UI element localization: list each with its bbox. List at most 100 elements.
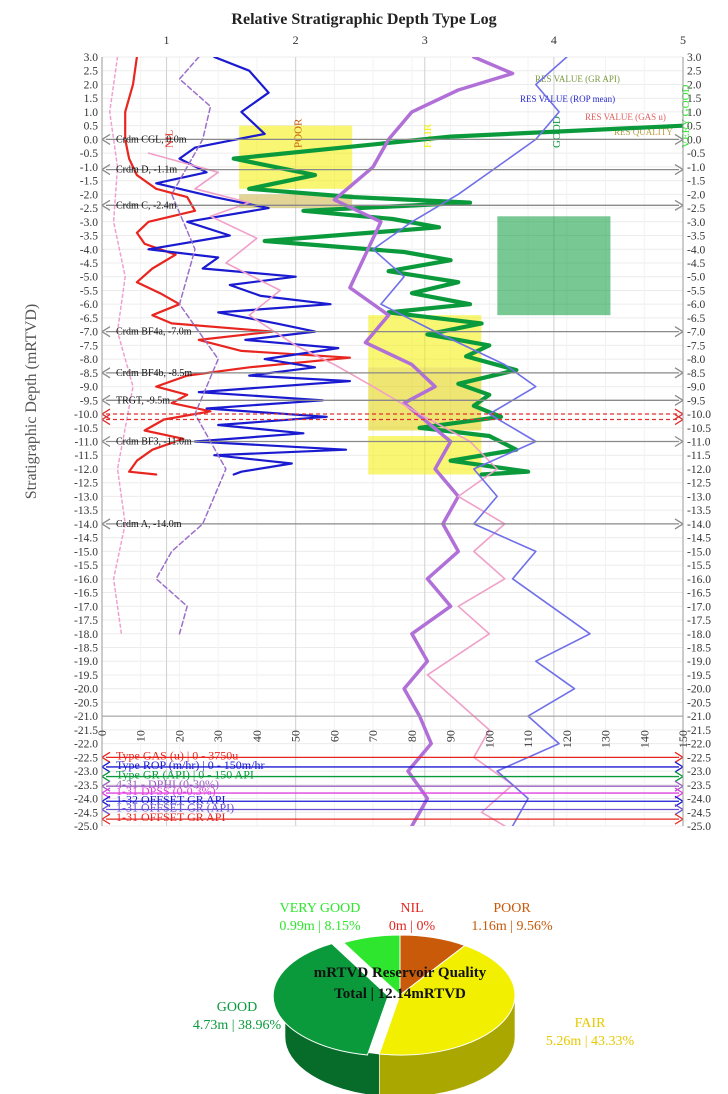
- legend-item: 1-32 OFFSET GR API: [101, 792, 684, 807]
- marker-label: Crdm BF4a, -7.0m: [116, 327, 192, 338]
- y-tick-label-right: -21.5: [687, 725, 711, 737]
- x-tick-label: 80: [405, 730, 419, 742]
- y-tick-label-right: -22.0: [687, 739, 711, 751]
- pie-label-name: FAIR: [575, 1016, 607, 1031]
- y-tick-label-left: -5.0: [80, 272, 98, 284]
- legend-item: 1-31 OFFSET GR API: [101, 810, 684, 825]
- y-tick-label-right: -3.5: [687, 231, 705, 243]
- quality-label: POOR: [293, 118, 305, 148]
- y-tick-label-left: 2.0: [84, 79, 99, 91]
- y-tick-label-right: -24.5: [687, 807, 711, 819]
- y-tick-label-left: -22.0: [74, 739, 98, 751]
- y-tick-label-right: -19.5: [687, 670, 711, 682]
- y-tick-label-right: -23.0: [687, 766, 711, 778]
- arrow-left: [101, 133, 111, 145]
- pie-label-value: 1.16m | 9.56%: [471, 919, 553, 934]
- y-tick-label-left: 1.5: [84, 93, 99, 105]
- arrow-right: [674, 518, 684, 530]
- pie-slice: [378, 944, 516, 1056]
- series-line: [332, 57, 515, 826]
- series-line: [147, 57, 351, 476]
- arrow-right: [674, 813, 684, 825]
- legend-label: Type GAS (u) | 0 - 3750u: [116, 748, 238, 762]
- y-tick-label-left: -13.5: [74, 505, 98, 517]
- y-tick-label-right: 1.0: [687, 107, 702, 119]
- arrow-left: [101, 435, 111, 448]
- y-tick-label-right: -21.0: [687, 711, 711, 723]
- marker: Crdm BF4a, -7.0m: [101, 326, 684, 338]
- legend-label: 1-31 OFFSET GR (API): [116, 801, 234, 815]
- y-tick-label-left: -19.5: [74, 670, 98, 682]
- y-tick-label-right: -14.0: [687, 519, 711, 531]
- arrow-left: [101, 394, 111, 406]
- y-tick-label-left: -2.0: [80, 189, 98, 201]
- series-line: [155, 57, 227, 635]
- x-tick-label: 90: [444, 730, 458, 742]
- legend-item: Type GR (API) | 0 - 150 API: [101, 768, 684, 783]
- marker: Crdm D, -1.1m: [101, 164, 684, 176]
- legend-item: 1-31 OFFSET GR (API): [101, 801, 684, 816]
- y-tick-label-right: -7.5: [687, 340, 705, 352]
- x-tick-label: 140: [637, 730, 651, 748]
- y-tick-label-left: -0.5: [80, 148, 98, 160]
- y-tick-label-right: -9.5: [687, 395, 705, 407]
- marker-label: Crdm D, -1.1m: [116, 165, 177, 176]
- y-tick-label-right: -15.0: [687, 546, 711, 558]
- x-tick-label: 130: [599, 730, 613, 748]
- pie-label-value: 0.99m | 8.15%: [279, 919, 361, 934]
- y-tick-label-left: -16.0: [74, 574, 98, 586]
- y-tick-label-right: 2.5: [687, 66, 702, 78]
- quality-block: [239, 194, 353, 209]
- y-tick-label-right: -9.0: [687, 382, 705, 394]
- legend-label: 1-32 OFFSET GR API: [116, 792, 225, 806]
- marker: Crdm BF4b, -8.5m: [101, 367, 684, 379]
- y-tick-label-right: -23.5: [687, 780, 711, 792]
- y-tick-label-left: -4.5: [80, 258, 98, 270]
- arrow-right: [674, 771, 684, 783]
- arrow-left: [101, 803, 111, 816]
- y-tick-label-right: -16.5: [687, 588, 711, 600]
- y-tick-label-right: -6.0: [687, 299, 705, 311]
- y-tick-label-left: -3.5: [80, 231, 98, 243]
- res-value-label: RES QUALITY: [614, 127, 673, 137]
- arrow-left: [101, 780, 111, 792]
- marker-label: TRGT, -9.5m: [116, 395, 170, 406]
- series-line: [124, 57, 351, 476]
- y-tick-label-left: 3.0: [84, 52, 99, 64]
- marker-label: Crdm CGL, 0.0m: [116, 134, 187, 145]
- y-tick-label-left: -3.0: [80, 217, 98, 229]
- legend-label: 1-31 DPSS (0-0.3%): [116, 784, 216, 798]
- y-tick-label-right: 2.0: [687, 79, 702, 91]
- marker: TRGT, -9.5m: [101, 394, 684, 406]
- y-tick-label-right: -15.5: [687, 560, 711, 572]
- pie-slice: [342, 934, 401, 997]
- y-tick-label-right: -2.0: [687, 189, 705, 201]
- y-tick-label-left: -1.5: [80, 176, 98, 188]
- pie-subtitle: Total | 12.14mRTVD: [334, 986, 466, 1002]
- legend-item: Type ROP (m/hr) | 0 - 150m/hr: [101, 758, 684, 773]
- y-tick-label-right: -16.0: [687, 574, 711, 586]
- y-tick-label-right: -20.5: [687, 697, 711, 709]
- y-tick-label-left: -14.5: [74, 533, 98, 545]
- pie-label-value: 4.73m | 38.96%: [193, 1018, 282, 1033]
- arrow-left: [101, 751, 111, 763]
- y-tick-label-left: -12.0: [74, 464, 98, 476]
- y-tick-label-right: -22.5: [687, 752, 711, 764]
- y-tick-label-right: -19.0: [687, 656, 711, 668]
- arrow-left: [101, 813, 111, 825]
- y-tick-label-left: -15.5: [74, 560, 98, 572]
- y-tick-label-left: -14.0: [74, 519, 98, 531]
- res-value-labels: RES VALUE (GR API) RES VALUE (ROP mean) RE…: [520, 74, 673, 137]
- pie-title: mRTVD Reservoir Quality: [314, 965, 487, 981]
- x-tick-label: 100: [482, 730, 496, 748]
- y-tick-label-right: -12.0: [687, 464, 711, 476]
- res-value-label: RES VALUE (GAS u): [585, 112, 666, 122]
- arrow-left: [101, 518, 111, 530]
- x-tick-label: 50: [289, 730, 303, 742]
- x-tick-label: 60: [327, 730, 341, 742]
- top-axis-tick-label: 4: [551, 33, 557, 47]
- y-tick-label-left: -9.5: [80, 395, 98, 407]
- y-tick-label-left: -22.5: [74, 752, 98, 764]
- y-tick-label-left: 1.0: [84, 107, 99, 119]
